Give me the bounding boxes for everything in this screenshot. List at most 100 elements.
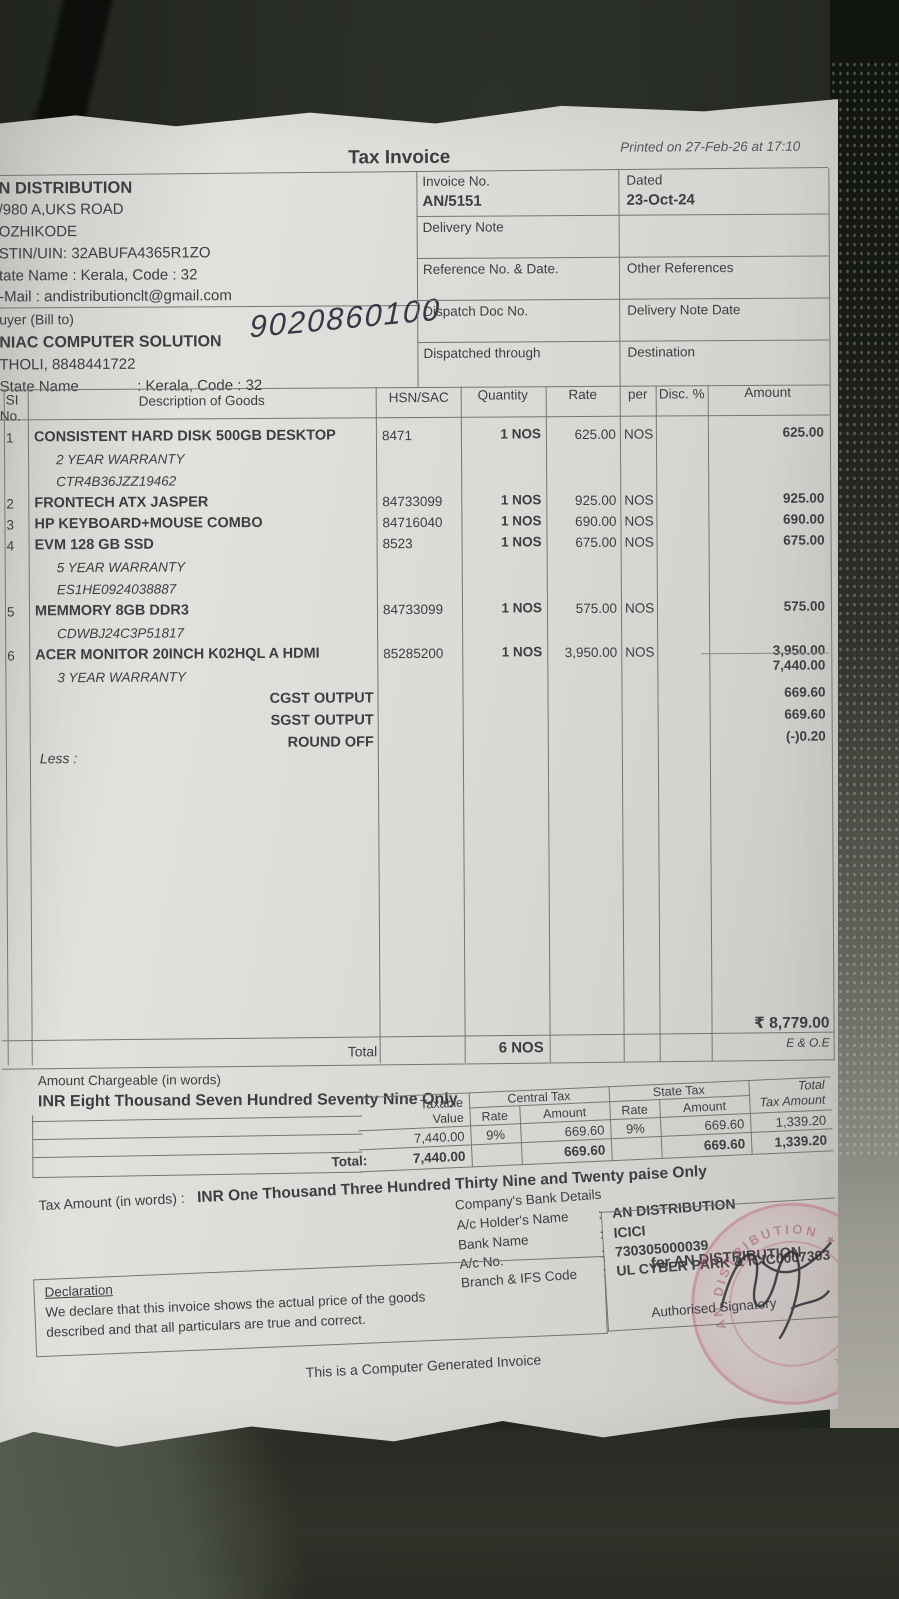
row-qty: 1 NOS bbox=[500, 513, 542, 529]
row-subline: 2 YEAR WARRANTY bbox=[56, 451, 185, 468]
col-header-hsn: HSN/SAC bbox=[388, 389, 449, 406]
total-label: Total bbox=[347, 1043, 378, 1060]
table-edge-texture bbox=[830, 60, 899, 1160]
col-line-hsn bbox=[460, 386, 466, 1063]
total-row-bottom-line bbox=[1, 1059, 834, 1070]
invoice-paper: Printed on 27-Feb-26 at 17:10 Tax Invoic… bbox=[0, 99, 838, 1447]
signature-scribble bbox=[720, 1241, 832, 1340]
blank-row-line bbox=[32, 1171, 363, 1179]
charge-amount: 669.60 bbox=[784, 684, 826, 700]
meta-row-line-2 bbox=[416, 255, 829, 260]
col-line-desc bbox=[375, 387, 381, 1064]
row-desc: FRONTECH ATX JASPER bbox=[34, 494, 209, 512]
col-line-sl bbox=[27, 389, 33, 1066]
items-left-border bbox=[3, 389, 9, 1066]
computer-generated-note: This is a Computer Generated Invoice bbox=[305, 1351, 542, 1381]
words-box-left-border bbox=[32, 1115, 34, 1178]
bank-row-label: Bank Name bbox=[457, 1232, 530, 1253]
row-sl: 3 bbox=[6, 517, 15, 533]
row-rate: 925.00 bbox=[574, 492, 617, 509]
grand-total: ₹ 8,779.00 bbox=[754, 1014, 830, 1032]
row-subline: 3 YEAR WARRANTY bbox=[57, 669, 186, 686]
printed-on-note: Printed on 27-Feb-26 at 17:10 bbox=[620, 138, 801, 155]
invoice-no-label: Invoice No. bbox=[422, 173, 490, 189]
subtotal-amount: 7,440.00 bbox=[772, 657, 826, 673]
blank-row-line bbox=[32, 1133, 363, 1141]
buyer-phone-line: THOLI, 8848441722 bbox=[0, 355, 136, 374]
delivery-note-date-label: Delivery Note Date bbox=[627, 302, 741, 318]
signature-box bbox=[600, 1197, 838, 1332]
row-amount: 575.00 bbox=[783, 598, 826, 614]
total-tax-label-2: Tax Amount bbox=[759, 1092, 826, 1110]
row-per: NOS bbox=[624, 600, 655, 616]
table-surface-bottom-left bbox=[0, 1425, 400, 1599]
charge-amount: (-)0.20 bbox=[785, 728, 826, 744]
row-amount: 690.00 bbox=[783, 511, 825, 527]
central-rate: 9% bbox=[485, 1126, 506, 1143]
total-qty: 6 NOS bbox=[498, 1039, 544, 1057]
invoice-content: Printed on 27-Feb-26 at 17:10 Tax Invoic… bbox=[0, 99, 838, 1447]
row-qty: 1 NOS bbox=[501, 600, 543, 616]
blank-row-line bbox=[32, 1115, 363, 1123]
row-sl: 6 bbox=[7, 648, 15, 664]
state-rate-label: Rate bbox=[621, 1102, 649, 1118]
row-rate: 675.00 bbox=[575, 534, 617, 551]
col-header-sl-1: SI bbox=[5, 392, 19, 408]
row-qty: 1 NOS bbox=[500, 426, 541, 442]
items-header-bottom-line bbox=[0, 414, 830, 421]
col-header-rate: Rate bbox=[568, 386, 597, 403]
row-per: NOS bbox=[624, 492, 654, 508]
row-sl: 5 bbox=[6, 604, 15, 620]
col-line-per bbox=[655, 385, 661, 1062]
col-line-qty bbox=[545, 386, 551, 1063]
row-qty: 1 NOS bbox=[501, 644, 543, 660]
row-qty: 1 NOS bbox=[500, 492, 542, 508]
row-amount: 625.00 bbox=[782, 424, 824, 440]
col-header-sl-2: No. bbox=[0, 408, 21, 424]
row-desc: HP KEYBOARD+MOUSE COMBO bbox=[34, 514, 263, 533]
bank-row-label: A/c Holder's Name bbox=[456, 1209, 569, 1233]
other-references-label: Other References bbox=[626, 260, 734, 276]
row-amount: 925.00 bbox=[782, 490, 825, 506]
col-header-disc: Disc. % bbox=[658, 386, 705, 402]
meta-grid-divider bbox=[618, 169, 621, 386]
page-title: Tax Invoice bbox=[348, 146, 451, 169]
seller-email: -Mail : andistributionclt@gmail.com bbox=[0, 287, 232, 306]
dispatch-doc-label: Dispatch Doc No. bbox=[423, 303, 529, 319]
tax-total-total: 1,339.20 bbox=[774, 1132, 828, 1150]
charge-label: ROUND OFF bbox=[287, 734, 374, 751]
handwritten-phone: 9020860100 bbox=[249, 291, 442, 345]
row-desc: ACER MONITOR 20INCH K02HQL A HDMI bbox=[35, 645, 320, 664]
dispatched-through-label: Dispatched through bbox=[423, 345, 541, 361]
row-desc: MEMMORY 8GB DDR3 bbox=[34, 602, 189, 620]
delivery-note-label: Delivery Note bbox=[422, 219, 504, 235]
seller-gstin: STIN/UIN: 32ABUFA4365R1ZO bbox=[0, 244, 211, 263]
seller-state: tate Name : Kerala, Code : 32 bbox=[0, 266, 198, 285]
eoe-note: E & O.E bbox=[786, 1035, 830, 1050]
reference-label: Reference No. & Date. bbox=[422, 261, 559, 277]
col-header-qty: Quantity bbox=[477, 387, 528, 403]
row-per: NOS bbox=[624, 513, 654, 529]
buyer-name: NIAC COMPUTER SOLUTION bbox=[0, 333, 222, 352]
row-amount: 675.00 bbox=[783, 532, 825, 548]
meta-row-line-3 bbox=[417, 297, 830, 302]
meta-grid-left-border bbox=[416, 170, 419, 388]
row-per: NOS bbox=[624, 534, 654, 550]
row-desc: CONSISTENT HARD DISK 500GB DESKTOP bbox=[33, 427, 336, 446]
tax-total-label: Total: bbox=[331, 1153, 368, 1170]
row-sl: 4 bbox=[6, 538, 15, 554]
row-qty: 1 NOS bbox=[501, 534, 542, 550]
tax-total-taxable: 7,440.00 bbox=[412, 1148, 466, 1167]
col-line-rate bbox=[619, 385, 625, 1062]
row-hsn: 84733099 bbox=[382, 493, 443, 510]
amount-words-label: Amount Chargeable (in words) bbox=[37, 1072, 221, 1089]
meta-row-line-4 bbox=[417, 339, 830, 344]
buyer-section-label: uyer (Bill to) bbox=[0, 311, 74, 328]
declaration-box: Declaration We declare that this invoice… bbox=[33, 1255, 608, 1358]
row-sl: 2 bbox=[6, 496, 14, 512]
destination-label: Destination bbox=[627, 344, 696, 360]
charge-label: SGST OUTPUT bbox=[270, 712, 374, 729]
col-line-disc bbox=[707, 385, 713, 1062]
row-desc: EVM 128 GB SSD bbox=[34, 536, 154, 554]
row-sl: 1 bbox=[5, 430, 14, 446]
